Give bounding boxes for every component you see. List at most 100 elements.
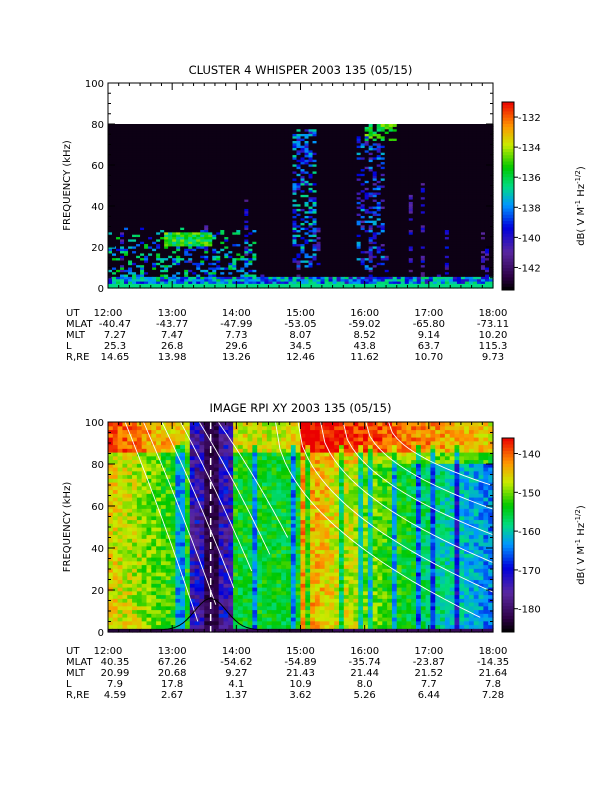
colorbar-segment xyxy=(502,246,514,250)
ephemeris-value: 12:00 xyxy=(94,308,123,319)
ephemeris-value: 63.7 xyxy=(418,341,440,352)
colorbar-segment xyxy=(502,264,514,269)
colorbar-segment xyxy=(502,161,514,166)
colorbar-segment xyxy=(502,615,514,620)
colorbar-tick-label: -134 xyxy=(518,143,541,154)
colorbar-segment xyxy=(502,208,514,213)
ephemeris-value: 17:00 xyxy=(414,308,443,319)
colorbar-segment xyxy=(502,249,514,253)
colorbar-segment xyxy=(502,447,514,452)
colorbar-segment xyxy=(502,518,514,523)
colorbar-segment xyxy=(502,239,514,244)
ephemeris-value: 9.14 xyxy=(418,330,440,341)
colorbar-segment xyxy=(502,286,514,291)
ephemeris-value: 7.27 xyxy=(104,330,126,341)
white-trace-curve xyxy=(297,422,493,593)
colorbar-segment xyxy=(502,515,514,520)
ephemeris-value: 29.6 xyxy=(225,341,247,352)
colorbar-segment xyxy=(502,554,514,559)
white-trace-curve xyxy=(217,422,289,538)
ephemeris-value: 8.52 xyxy=(354,330,376,341)
ephemeris-value: 13.26 xyxy=(222,352,251,363)
x-axis xyxy=(107,422,494,632)
colorbar-segment xyxy=(502,525,514,530)
colorbar-segment xyxy=(502,564,514,568)
colorbar-segment xyxy=(502,586,514,591)
colorbar-segment xyxy=(502,583,514,588)
colorbar-segment xyxy=(502,573,514,578)
ephemeris-value: 21.44 xyxy=(350,668,379,679)
ephemeris-value: -14.35 xyxy=(477,657,509,668)
colorbar-segment xyxy=(502,170,514,175)
ephemeris-value: 9.27 xyxy=(225,668,247,679)
colorbar-segment xyxy=(502,105,514,109)
colorbar-segment xyxy=(502,280,514,285)
ephemeris-value: 14:00 xyxy=(222,646,251,657)
colorbar-segment xyxy=(502,211,514,216)
colorbar-segment xyxy=(502,139,514,144)
white-trace-curve xyxy=(161,422,235,589)
colorbar-segment xyxy=(502,230,514,235)
ephemeris-value: 12.46 xyxy=(286,352,315,363)
ephemeris-row-label: L xyxy=(66,679,72,690)
colorbar-segment xyxy=(502,596,514,601)
colorbar-segment xyxy=(502,544,514,549)
ephemeris-value: 115.3 xyxy=(479,341,508,352)
colorbar-segment xyxy=(502,167,514,172)
white-trace-curve xyxy=(342,422,493,536)
colorbar-label: dB( V M-1 Hz-1/2) xyxy=(574,505,587,585)
ephemeris-value: 13.98 xyxy=(158,352,187,363)
colorbar-segment xyxy=(502,233,514,238)
colorbar-segment xyxy=(502,612,514,617)
chart-title: IMAGE RPI XY 2003 135 (05/15) xyxy=(210,401,392,415)
y-tick-label: 0 xyxy=(98,284,104,295)
colorbar-segment xyxy=(502,570,514,575)
ephemeris-row-label: L xyxy=(66,341,72,352)
colorbar-segment xyxy=(502,127,514,131)
ephemeris-value: 21.52 xyxy=(415,668,444,679)
ephemeris-value: 26.8 xyxy=(161,341,183,352)
colorbar-segment xyxy=(502,502,514,507)
colorbar-segment xyxy=(502,480,514,484)
colorbar-segment xyxy=(502,108,514,112)
colorbar-segment xyxy=(502,102,514,106)
ephemeris-value: -23.87 xyxy=(413,657,445,668)
colorbar-segment xyxy=(502,535,514,539)
colorbar-segment xyxy=(502,606,514,610)
ephemeris-value: 12:00 xyxy=(94,646,123,657)
colorbar-segment xyxy=(502,205,514,210)
ephemeris-row-label: MLT xyxy=(66,330,86,341)
colorbar-segment xyxy=(502,476,514,481)
colorbar-segment xyxy=(502,255,514,260)
colorbar-segment xyxy=(502,145,514,150)
colorbar-segment xyxy=(502,557,514,562)
white-trace-curve xyxy=(365,422,493,510)
cluster-whisper-panel: CLUSTER 4 WHISPER 2003 135 (05/15) 0 20 40 6… xyxy=(62,63,587,363)
ephemeris-value: -47.99 xyxy=(220,319,252,330)
colorbar-segment xyxy=(502,177,514,181)
y-axis-label: FREQUENCY (kHz) xyxy=(62,482,73,573)
colorbar-tick-label: -170 xyxy=(518,566,541,577)
ephemeris-value: 7.73 xyxy=(225,330,247,341)
colorbar-segment xyxy=(502,224,514,228)
colorbar-segment xyxy=(502,619,514,623)
colorbar-segment xyxy=(502,602,514,607)
colorbar-segment xyxy=(502,258,514,263)
colorbar-segment xyxy=(502,114,514,119)
ephemeris-value: 3.62 xyxy=(289,690,311,701)
ephemeris-value: 7.7 xyxy=(421,679,437,690)
ephemeris-value: 21.64 xyxy=(479,668,508,679)
y-tick-label: 40 xyxy=(91,202,104,213)
ephemeris-value: 15:00 xyxy=(286,646,315,657)
ephemeris-value: 10.20 xyxy=(479,330,508,341)
colorbar-segment xyxy=(502,261,514,266)
colorbar-segment xyxy=(502,531,514,536)
colorbar-segment xyxy=(502,483,514,487)
colorbar-tick-label: -160 xyxy=(518,527,541,538)
ephemeris-row-label: UT xyxy=(66,308,80,319)
ephemeris-value: 21.43 xyxy=(286,668,315,679)
colorbar-segment xyxy=(502,580,514,584)
ephemeris-row-label: UT xyxy=(66,646,80,657)
y-tick-label: 100 xyxy=(85,418,104,429)
y-tick-label: 0 xyxy=(98,628,104,639)
